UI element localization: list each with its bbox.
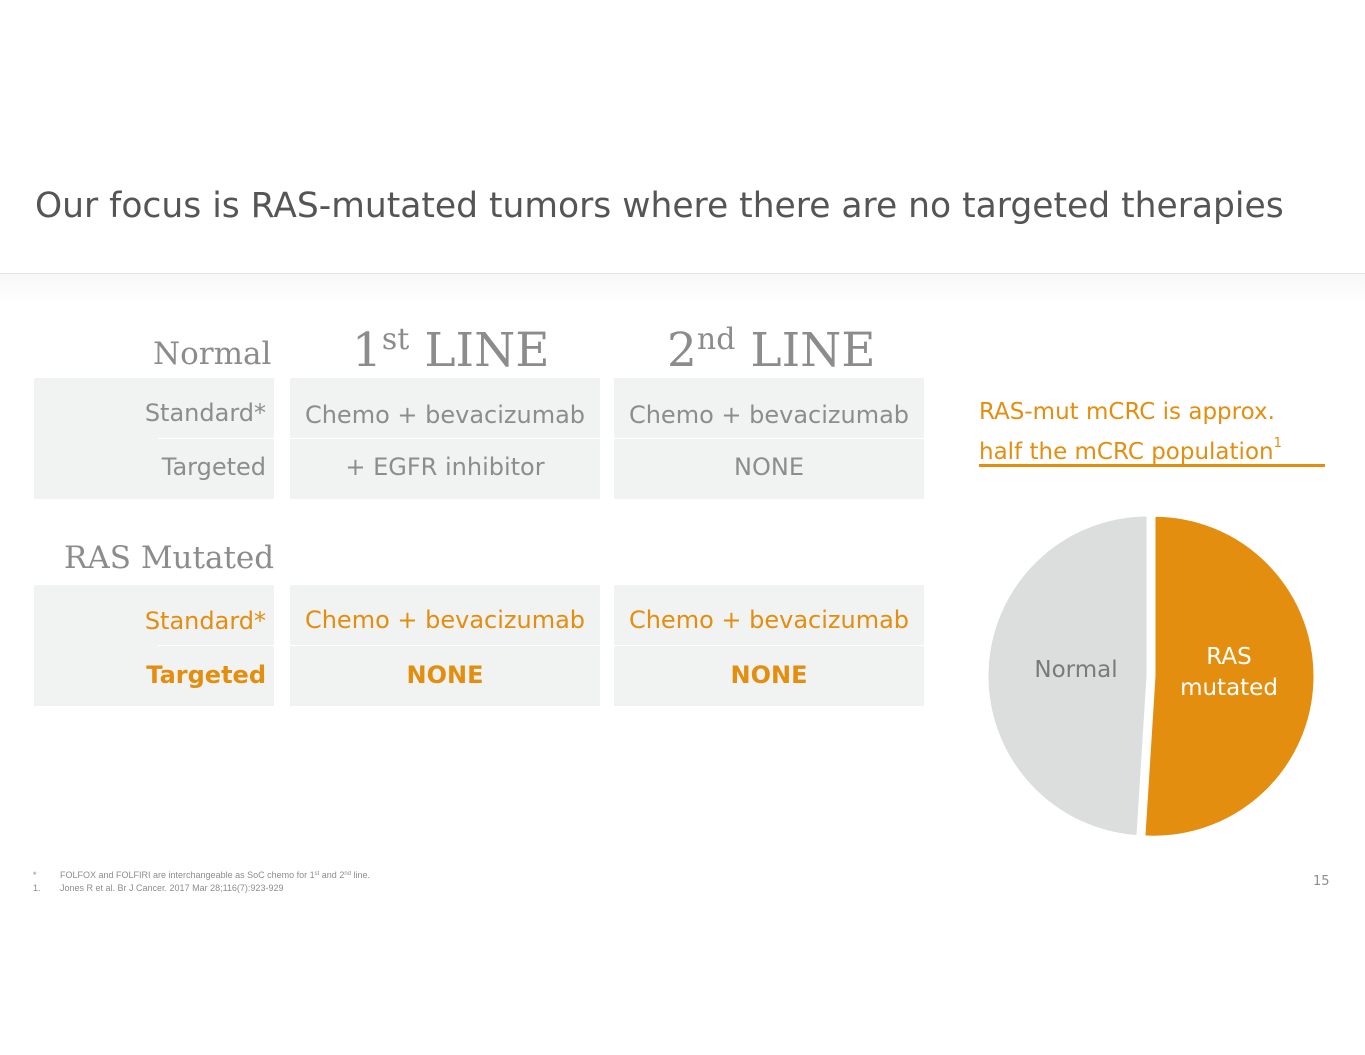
slide-title: Our focus is RAS-mutated tumors where th…	[35, 186, 1284, 226]
page-number: 15	[1313, 874, 1330, 889]
ras-standard-second-line: Chemo + bevacizumab	[628, 606, 910, 634]
pie-slice-ras-mutated	[1142, 513, 1317, 839]
ras-targeted-first-line: NONE	[406, 661, 484, 689]
ras-pie-chart	[985, 513, 1317, 839]
pie-label-ras-mutated: RAS mutated	[1170, 642, 1288, 704]
column-header-second-line-number: 2	[667, 323, 697, 378]
ras-row-divider	[158, 645, 924, 646]
side-note-rule	[979, 464, 1325, 467]
side-note-line-2: half the mCRC population	[979, 439, 1274, 465]
title-divider	[0, 273, 1365, 303]
pie-label-normal: Normal	[1020, 657, 1132, 683]
footnote-1-text-a: FOLFOX and FOLFIRI are interchangeable a…	[60, 870, 315, 880]
side-note-line-1: RAS-mut mCRC is approx.	[979, 399, 1275, 425]
ras-standard-label: Standard*	[144, 607, 266, 635]
footnote-1-sup-b: nd	[344, 871, 352, 877]
ras-targeted-second-line: NONE	[730, 661, 808, 689]
ras-standard-first-line: Chemo + bevacizumab	[304, 606, 586, 634]
pie-label-ras-line-2: mutated	[1180, 675, 1278, 701]
pie-label-normal-text: Normal	[1034, 657, 1118, 683]
column-header-second-line: 2nd LINE	[667, 322, 876, 378]
footnote-2-text: Jones R et al. Br J Cancer. 2017 Mar 28;…	[60, 883, 284, 893]
normal-standard-label: Standard*	[144, 399, 266, 427]
footnote-2-mark: 1.	[33, 883, 41, 893]
column-header-first-line-word: LINE	[424, 323, 550, 378]
footnote-1-sup-a: st	[314, 871, 320, 877]
normal-standard-second-line: Chemo + bevacizumab	[628, 401, 910, 429]
footnote-1-text-c: line.	[351, 870, 371, 880]
footnote-1-text-b: and 2	[319, 870, 345, 880]
side-note-ref: 1	[1273, 436, 1282, 451]
section-heading-normal: Normal	[153, 336, 272, 372]
column-header-second-line-word: LINE	[750, 323, 876, 378]
normal-row-divider	[158, 438, 924, 439]
side-note: RAS-mut mCRC is approx. half the mCRC po…	[979, 397, 1282, 468]
column-header-first-line-number: 1	[352, 323, 382, 378]
footnote-1-mark: *	[33, 870, 37, 880]
pie-label-ras-line-1: RAS	[1206, 644, 1252, 670]
pie-slice-normal	[985, 513, 1150, 839]
column-header-second-line-suffix: nd	[696, 322, 736, 357]
ras-targeted-label: Targeted	[146, 661, 266, 689]
column-header-first-line: 1st LINE	[352, 322, 550, 378]
normal-standard-first-line: Chemo + bevacizumab	[304, 401, 586, 429]
normal-targeted-label: Targeted	[161, 453, 266, 481]
column-header-first-line-suffix: st	[381, 322, 410, 357]
normal-targeted-first-line: + EGFR inhibitor	[345, 453, 545, 481]
section-heading-ras-mutated: RAS Mutated	[64, 540, 275, 576]
footnotes: * FOLFOX and FOLFIRI are interchangeable …	[33, 868, 370, 895]
footnote-1: * FOLFOX and FOLFIRI are interchangeable …	[33, 868, 370, 882]
normal-targeted-second-line: NONE	[734, 453, 804, 481]
footnote-2: 1. Jones R et al. Br J Cancer. 2017 Mar 2…	[33, 882, 370, 895]
